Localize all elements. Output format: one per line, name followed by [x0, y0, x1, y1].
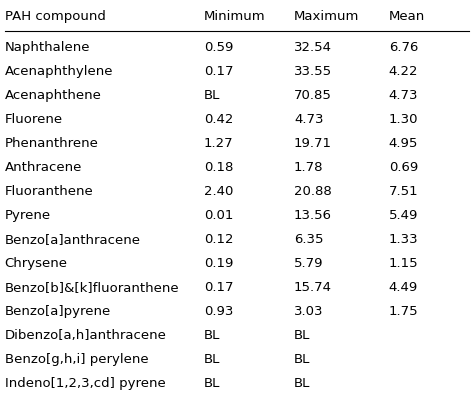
Text: Chrysene: Chrysene [5, 256, 68, 270]
Text: 1.27: 1.27 [204, 137, 233, 150]
Text: 33.55: 33.55 [294, 65, 332, 78]
Text: Fluoranthene: Fluoranthene [5, 185, 93, 198]
Text: BL: BL [294, 352, 310, 365]
Text: 1.15: 1.15 [389, 256, 418, 270]
Text: 32.54: 32.54 [294, 41, 332, 54]
Text: Dibenzo[a,h]anthracene: Dibenzo[a,h]anthracene [5, 328, 167, 342]
Text: 5.49: 5.49 [389, 209, 418, 222]
Text: BL: BL [204, 352, 220, 365]
Text: Minimum: Minimum [204, 10, 265, 23]
Text: 0.59: 0.59 [204, 41, 233, 54]
Text: BL: BL [204, 328, 220, 342]
Text: 7.51: 7.51 [389, 185, 418, 198]
Text: 4.73: 4.73 [389, 89, 418, 102]
Text: 2.40: 2.40 [204, 185, 233, 198]
Text: PAH compound: PAH compound [5, 10, 106, 23]
Text: BL: BL [294, 328, 310, 342]
Text: 6.35: 6.35 [294, 233, 323, 246]
Text: 20.88: 20.88 [294, 185, 332, 198]
Text: 70.85: 70.85 [294, 89, 332, 102]
Text: 4.95: 4.95 [389, 137, 418, 150]
Text: Benzo[g,h,i] perylene: Benzo[g,h,i] perylene [5, 352, 148, 365]
Text: 0.19: 0.19 [204, 256, 233, 270]
Text: 13.56: 13.56 [294, 209, 332, 222]
Text: 0.12: 0.12 [204, 233, 233, 246]
Text: 0.93: 0.93 [204, 304, 233, 317]
Text: Fluorene: Fluorene [5, 113, 63, 126]
Text: BL: BL [204, 89, 220, 102]
Text: 0.17: 0.17 [204, 65, 233, 78]
Text: 4.49: 4.49 [389, 281, 418, 294]
Text: Indeno[1,2,3,cd] pyrene: Indeno[1,2,3,cd] pyrene [5, 376, 165, 389]
Text: 0.01: 0.01 [204, 209, 233, 222]
Text: BL: BL [204, 376, 220, 389]
Text: Mean: Mean [389, 10, 425, 23]
Text: 4.22: 4.22 [389, 65, 418, 78]
Text: Pyrene: Pyrene [5, 209, 51, 222]
Text: Phenanthrene: Phenanthrene [5, 137, 99, 150]
Text: 0.42: 0.42 [204, 113, 233, 126]
Text: 1.33: 1.33 [389, 233, 418, 246]
Text: 4.73: 4.73 [294, 113, 323, 126]
Text: Benzo[a]pyrene: Benzo[a]pyrene [5, 304, 111, 317]
Text: 3.03: 3.03 [294, 304, 323, 317]
Text: Benzo[a]anthracene: Benzo[a]anthracene [5, 233, 141, 246]
Text: Benzo[b]&[k]fluoranthene: Benzo[b]&[k]fluoranthene [5, 281, 179, 294]
Text: 1.75: 1.75 [389, 304, 418, 317]
Text: 1.30: 1.30 [389, 113, 418, 126]
Text: 0.17: 0.17 [204, 281, 233, 294]
Text: 1.78: 1.78 [294, 161, 323, 174]
Text: 5.79: 5.79 [294, 256, 323, 270]
Text: 0.69: 0.69 [389, 161, 418, 174]
Text: Naphthalene: Naphthalene [5, 41, 90, 54]
Text: Maximum: Maximum [294, 10, 359, 23]
Text: 19.71: 19.71 [294, 137, 332, 150]
Text: Acenaphthene: Acenaphthene [5, 89, 101, 102]
Text: 0.18: 0.18 [204, 161, 233, 174]
Text: 15.74: 15.74 [294, 281, 332, 294]
Text: BL: BL [294, 376, 310, 389]
Text: Acenaphthylene: Acenaphthylene [5, 65, 113, 78]
Text: Anthracene: Anthracene [5, 161, 82, 174]
Text: 6.76: 6.76 [389, 41, 418, 54]
